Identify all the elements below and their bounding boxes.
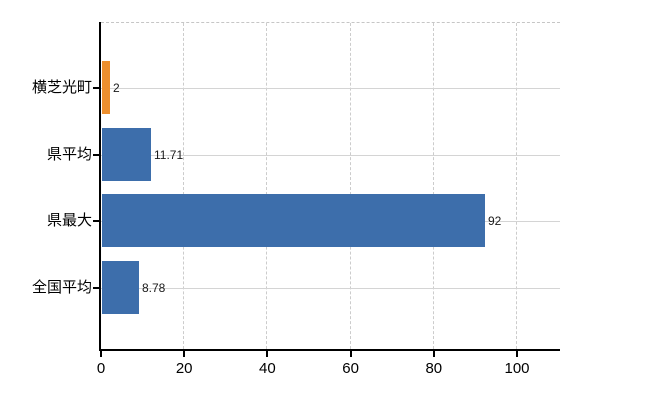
- category-label: 県最大: [46, 212, 92, 229]
- x-axis-tick: [183, 351, 186, 357]
- x-tick-label: 20: [175, 360, 193, 377]
- x-axis-tick: [100, 351, 102, 357]
- x-axis-tick: [349, 351, 352, 357]
- horizontal-gridline: [101, 88, 560, 89]
- y-axis-tick: [93, 153, 100, 156]
- bar-value-label: 2: [113, 81, 120, 95]
- vertical-gridline: [266, 23, 268, 349]
- bar-value-label: 92: [488, 214, 502, 228]
- bar-value-label: 8.78: [142, 280, 166, 295]
- plot-top-border: [101, 22, 560, 23]
- bar: [102, 260, 139, 314]
- vertical-gridline: [183, 23, 185, 349]
- category-label: 横芝光町: [31, 79, 92, 96]
- x-tick-label: 40: [259, 360, 276, 377]
- x-tick-label: 100: [504, 360, 530, 377]
- category-label: 県平均: [46, 145, 92, 163]
- bar-value-label: 11.71: [154, 147, 184, 162]
- x-axis-tick: [516, 351, 518, 357]
- y-axis-line: [99, 22, 101, 351]
- x-tick-label: 80: [425, 360, 443, 377]
- bar: [102, 127, 151, 181]
- vertical-gridline: [516, 23, 517, 349]
- horizontal-gridline: [101, 287, 560, 289]
- x-axis-tick: [432, 351, 435, 357]
- y-axis-tick: [93, 286, 100, 289]
- x-axis-line: [99, 349, 560, 351]
- vertical-gridline: [349, 23, 351, 349]
- y-axis-tick: [93, 87, 100, 89]
- bar: [102, 194, 485, 247]
- vertical-gridline: [432, 23, 434, 349]
- horizontal-gridline: [101, 154, 560, 156]
- y-axis-tick: [93, 220, 100, 222]
- x-tick-label: 60: [342, 360, 359, 377]
- bar: [102, 61, 110, 114]
- x-tick-label: 0: [96, 360, 106, 377]
- category-label: 全国平均: [31, 278, 92, 296]
- x-axis-tick: [266, 351, 269, 357]
